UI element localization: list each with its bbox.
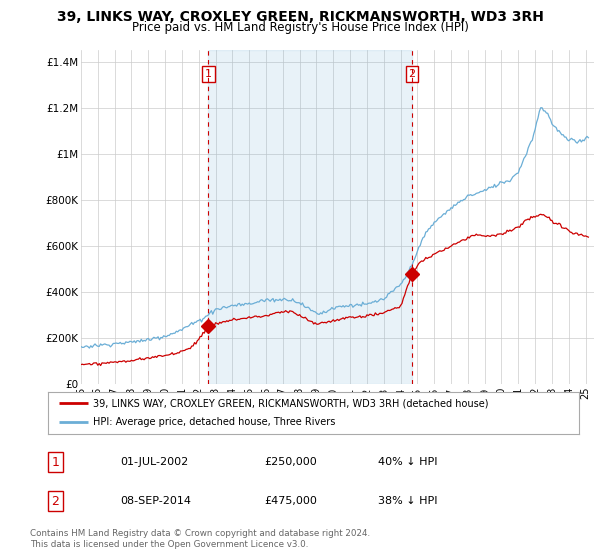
Text: £250,000: £250,000 xyxy=(264,457,317,467)
Text: £475,000: £475,000 xyxy=(264,496,317,506)
Text: 39, LINKS WAY, CROXLEY GREEN, RICKMANSWORTH, WD3 3RH (detached house): 39, LINKS WAY, CROXLEY GREEN, RICKMANSWO… xyxy=(93,398,488,408)
Text: 01-JUL-2002: 01-JUL-2002 xyxy=(120,457,188,467)
Text: Price paid vs. HM Land Registry's House Price Index (HPI): Price paid vs. HM Land Registry's House … xyxy=(131,21,469,34)
Text: 39, LINKS WAY, CROXLEY GREEN, RICKMANSWORTH, WD3 3RH: 39, LINKS WAY, CROXLEY GREEN, RICKMANSWO… xyxy=(56,10,544,24)
Text: 2: 2 xyxy=(408,69,415,79)
Text: Contains HM Land Registry data © Crown copyright and database right 2024.
This d: Contains HM Land Registry data © Crown c… xyxy=(30,529,370,549)
Text: 1: 1 xyxy=(51,455,59,469)
Bar xyxy=(208,50,412,384)
Text: 08-SEP-2014: 08-SEP-2014 xyxy=(120,496,191,506)
Text: 38% ↓ HPI: 38% ↓ HPI xyxy=(378,496,437,506)
Text: 1: 1 xyxy=(205,69,212,79)
Text: 40% ↓ HPI: 40% ↓ HPI xyxy=(378,457,437,467)
Text: 2: 2 xyxy=(51,494,59,508)
Text: HPI: Average price, detached house, Three Rivers: HPI: Average price, detached house, Thre… xyxy=(93,417,335,427)
